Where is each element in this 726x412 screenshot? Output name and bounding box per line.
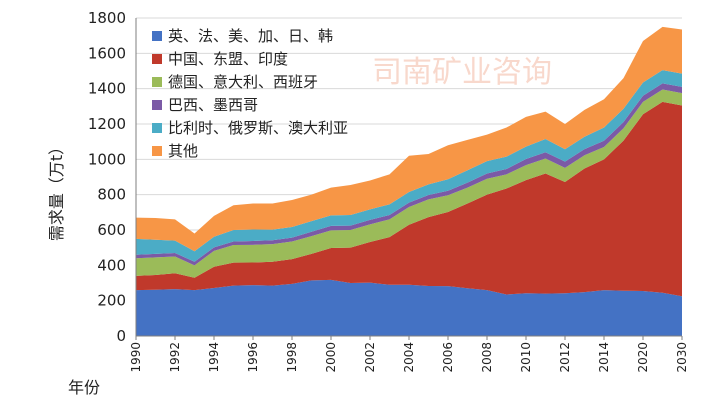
axes: 0 200 400 600 800 1000 1200 1400 1600 1800 1990 199… — [47, 9, 689, 397]
legend-label-1: 英、法、美、加、日、韩 — [168, 27, 333, 45]
y-tick-label: 600 — [97, 221, 126, 239]
x-tick-label: 2010 — [519, 342, 533, 373]
x-tick-label: 2030 — [675, 342, 689, 373]
watermark-text: 司南矿业咨询 — [372, 55, 552, 90]
area-series-group — [136, 26, 682, 336]
area-series-1 — [136, 279, 682, 336]
x-tick-label: 2002 — [363, 342, 377, 373]
legend-label-4: 巴西、墨西哥 — [168, 96, 258, 114]
x-tick-label: 1992 — [168, 342, 182, 373]
x-tick-label: 2004 — [402, 342, 416, 373]
y-tick-label: 200 — [97, 292, 126, 310]
legend: 英、法、美、加、日、韩中国、东盟、印度德国、意大利、西班牙巴西、墨西哥比利时、俄… — [152, 27, 348, 160]
x-tick-label: 1990 — [129, 342, 143, 373]
legend-swatch-3 — [152, 77, 162, 87]
legend-label-2: 中国、东盟、印度 — [168, 50, 288, 68]
x-axis-label: 年份 — [68, 378, 100, 397]
y-tick-label: 1400 — [88, 80, 126, 98]
area-series-2 — [136, 101, 682, 297]
y-tick-label: 1600 — [88, 44, 126, 62]
y-tick-label: 800 — [97, 186, 126, 204]
y-tick-label: 1000 — [88, 150, 126, 168]
x-tick-label: 1996 — [246, 342, 260, 373]
x-tick-label: 2020 — [636, 342, 650, 373]
legend-swatch-6 — [152, 146, 162, 156]
y-tick-label: 1800 — [88, 9, 126, 27]
y-tick-label: 0 — [116, 327, 126, 345]
x-tick-label: 2012 — [558, 342, 572, 373]
x-tick-label: 1998 — [285, 342, 299, 373]
area-series-6 — [136, 26, 682, 252]
y-tick-label: 1200 — [88, 115, 126, 133]
y-axis-label: 需求量（万t） — [47, 139, 66, 241]
legend-swatch-4 — [152, 100, 162, 110]
legend-label-5: 比利时、俄罗斯、澳大利亚 — [168, 119, 348, 137]
x-tick-label: 2008 — [480, 342, 494, 373]
legend-label-6: 其他 — [168, 142, 198, 160]
y-tick-label: 400 — [97, 256, 126, 274]
legend-swatch-2 — [152, 54, 162, 64]
x-tick-label: 2000 — [324, 342, 338, 373]
legend-swatch-5 — [152, 123, 162, 133]
legend-label-3: 德国、意大利、西班牙 — [168, 73, 318, 91]
x-tick-label: 2014 — [597, 342, 611, 373]
x-tick-label: 1994 — [207, 342, 221, 373]
x-tick-label: 2006 — [441, 342, 455, 373]
legend-swatch-1 — [152, 31, 162, 41]
